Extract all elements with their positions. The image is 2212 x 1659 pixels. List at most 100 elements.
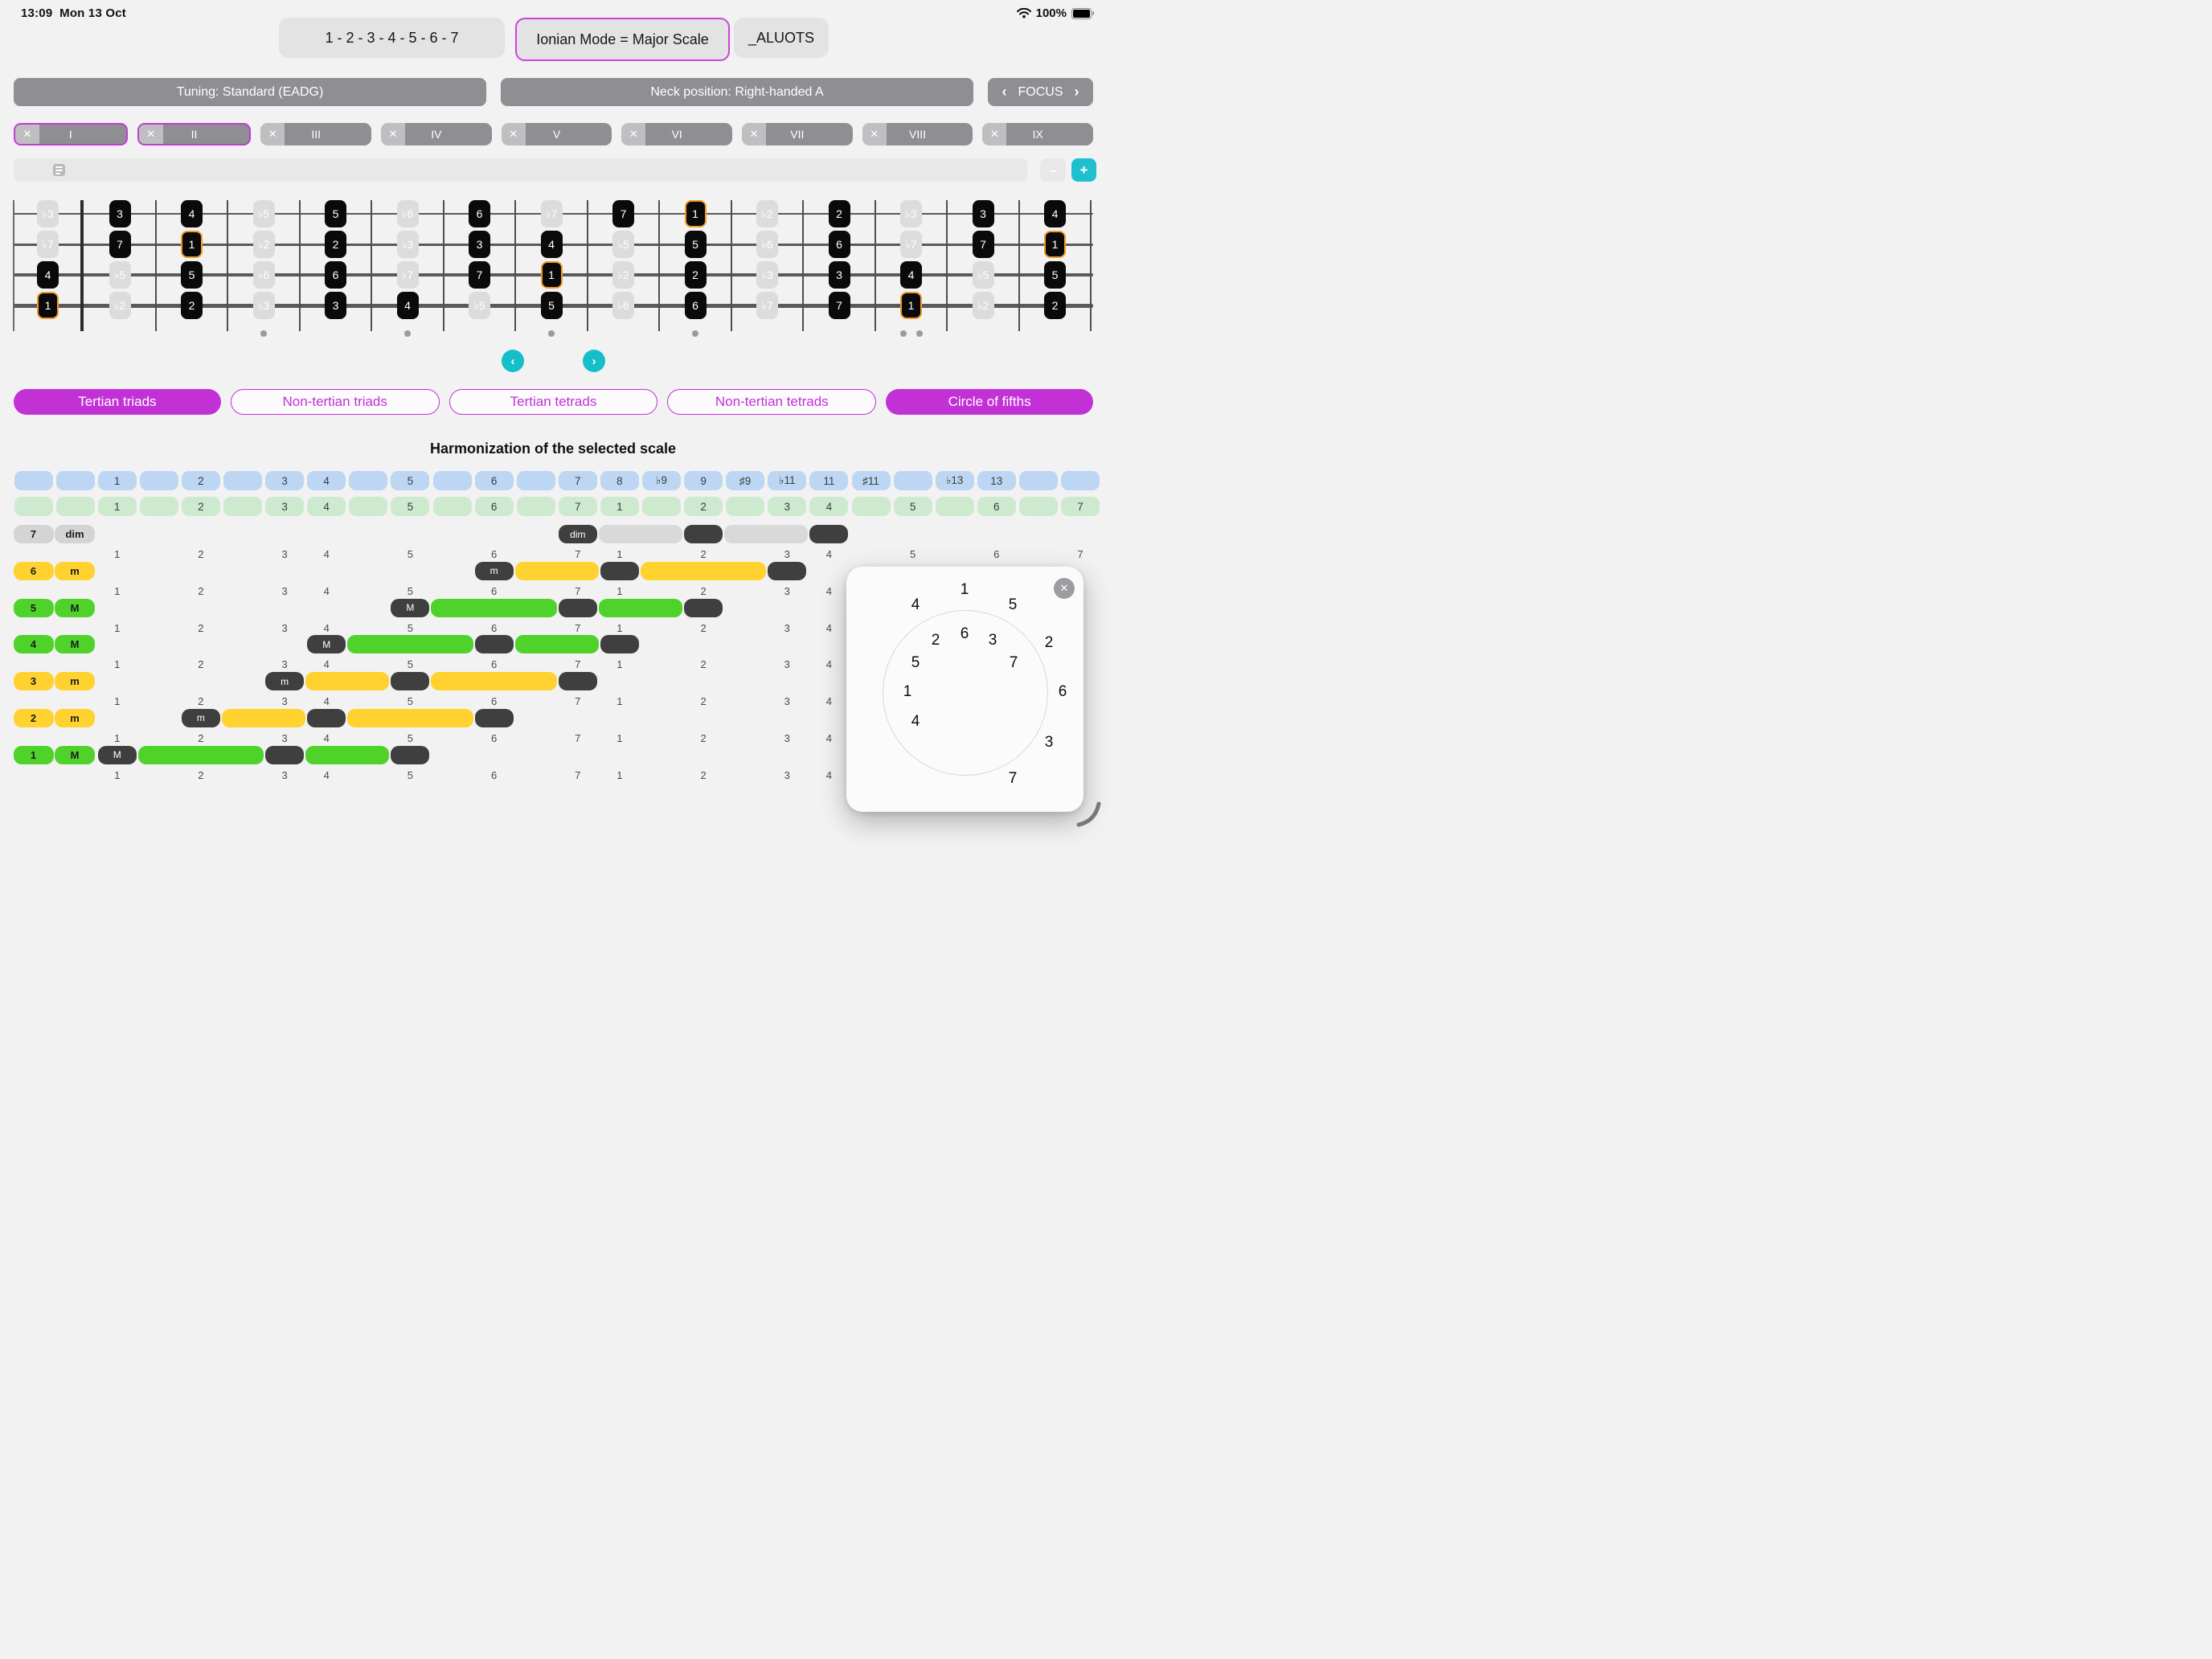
fretboard-next-button[interactable]: › [583,350,605,372]
chord-quality-pill[interactable]: dim [55,525,95,543]
scale-degrees-button[interactable]: 1 - 2 - 3 - 4 - 5 - 6 - 7 [279,18,505,58]
mode-select-button[interactable]: Ionian Mode = Major Scale [515,18,730,61]
mode-tab-non-tertian-tetrads[interactable]: Non-tertian tetrads [667,389,877,415]
chord-quality-pill[interactable]: M [55,635,95,654]
degree-marker-♭2[interactable]: ♭2 [972,292,994,319]
degree-marker-2[interactable]: 2 [1044,292,1066,319]
position-tab-III[interactable]: ✕ III [260,123,372,145]
close-icon[interactable]: ✕ [381,123,406,145]
degree-marker-3[interactable]: 3 [469,231,490,258]
degree-marker-4[interactable]: 4 [1044,200,1066,227]
chord-quality-pill[interactable]: m [55,672,95,690]
degree-marker-♭7[interactable]: ♭7 [756,292,778,319]
degree-marker-2[interactable]: 2 [828,200,850,227]
mode-tab-circle-of-fifths[interactable]: Circle of fifths [886,389,1093,415]
degree-marker-root[interactable]: 1 [37,292,59,319]
chord-quality-pill[interactable]: M [55,745,95,764]
degree-marker-root[interactable]: 1 [1044,231,1066,258]
close-icon[interactable]: ✕ [260,123,285,145]
position-tab-VI[interactable]: ✕ VI [621,123,733,145]
degree-marker-3[interactable]: 3 [109,200,131,227]
degree-marker-5[interactable]: 5 [684,231,707,258]
chord-degree-pill[interactable]: 6 [13,561,54,580]
degree-marker-♭7[interactable]: ♭7 [37,231,59,258]
degree-marker-♭5[interactable]: ♭5 [469,292,490,319]
close-icon[interactable]: ✕ [982,123,1007,145]
degree-marker-root[interactable]: 1 [684,200,707,227]
chord-degree-pill[interactable]: 1 [13,745,54,764]
popup-close-button[interactable]: ✕ [1054,578,1075,599]
degree-marker-7[interactable]: 7 [612,200,634,227]
degree-marker-6[interactable]: 6 [325,261,346,289]
close-icon[interactable]: ✕ [138,125,163,144]
degree-marker-♭2[interactable]: ♭2 [756,200,778,227]
degree-marker-6[interactable]: 6 [684,292,707,319]
position-tab-IV[interactable]: ✕ IV [381,123,492,145]
degree-marker-3[interactable]: 3 [972,200,994,227]
degree-marker-4[interactable]: 4 [540,231,563,258]
degree-marker-5[interactable]: 5 [540,292,563,319]
degree-marker-♭6[interactable]: ♭6 [612,292,634,319]
tuning-bar[interactable]: Tuning: Standard (EADG) [14,78,486,106]
degree-marker-root[interactable]: 1 [540,261,563,289]
degree-marker-5[interactable]: 5 [1044,261,1066,289]
position-tab-IX[interactable]: ✕ IX [982,123,1094,145]
position-tab-VII[interactable]: ✕ VII [742,123,853,145]
degree-marker-2[interactable]: 2 [181,292,203,319]
degree-marker-♭6[interactable]: ♭6 [252,261,275,289]
degree-marker-2[interactable]: 2 [325,231,346,258]
degree-marker-6[interactable]: 6 [469,200,490,227]
degree-marker-4[interactable]: 4 [900,261,922,289]
degree-marker-♭3[interactable]: ♭3 [252,292,275,319]
degree-marker-5[interactable]: 5 [325,200,346,227]
degree-marker-5[interactable]: 5 [181,261,203,289]
degree-marker-♭5[interactable]: ♭5 [612,231,634,258]
degree-marker-♭6[interactable]: ♭6 [756,231,778,258]
degree-marker-♭5[interactable]: ♭5 [252,200,275,227]
close-icon[interactable]: ✕ [15,125,39,144]
degree-marker-♭3[interactable]: ♭3 [900,200,922,227]
focus-next-icon[interactable]: › [1074,84,1079,100]
position-tab-II[interactable]: ✕ II [137,123,252,145]
degree-marker-♭6[interactable]: ♭6 [396,200,419,227]
degree-marker-♭7[interactable]: ♭7 [540,200,563,227]
mode-tab-tertian-tetrads[interactable]: Tertian tetrads [449,389,658,415]
degree-marker-7[interactable]: 7 [109,231,131,258]
add-pattern-button[interactable]: + [1071,158,1096,182]
chord-degree-pill[interactable]: 2 [13,708,54,727]
close-icon[interactable]: ✕ [501,123,526,145]
chord-degree-pill[interactable]: 4 [13,635,54,654]
degree-marker-♭3[interactable]: ♭3 [756,261,778,289]
degree-marker-6[interactable]: 6 [828,231,850,258]
degree-marker-7[interactable]: 7 [972,231,994,258]
position-tab-I[interactable]: ✕ I [14,123,128,145]
degree-marker-♭3[interactable]: ♭3 [396,231,419,258]
chord-quality-pill[interactable]: M [55,598,95,617]
degree-marker-♭7[interactable]: ♭7 [900,231,922,258]
degree-marker-♭3[interactable]: ♭3 [37,200,59,227]
pattern-name-field[interactable] [14,158,1027,182]
focus-prev-icon[interactable]: ‹ [1002,84,1007,100]
neck-position-bar[interactable]: Neck position: Right-handed A [501,78,973,106]
degree-marker-4[interactable]: 4 [396,292,419,319]
mode-tab-tertian-triads[interactable]: Tertian triads [14,389,221,415]
degree-marker-4[interactable]: 4 [37,261,59,289]
degree-marker-3[interactable]: 3 [828,261,850,289]
degree-marker-7[interactable]: 7 [828,292,850,319]
close-icon[interactable]: ✕ [621,123,646,145]
chord-degree-pill[interactable]: 3 [13,672,54,690]
degree-marker-♭5[interactable]: ♭5 [972,261,994,289]
position-tab-VIII[interactable]: ✕ VIII [862,123,973,145]
degree-marker-♭2[interactable]: ♭2 [612,261,634,289]
degree-marker-♭2[interactable]: ♭2 [252,231,275,258]
chord-quality-pill[interactable]: m [55,561,95,580]
fretboard-prev-button[interactable]: ‹ [502,350,524,372]
mode-tab-non-tertian-triads[interactable]: Non-tertian triads [230,389,440,415]
position-tab-V[interactable]: ✕ V [501,123,612,145]
close-icon[interactable]: ✕ [742,123,767,145]
degree-marker-root[interactable]: 1 [181,231,203,258]
degree-marker-7[interactable]: 7 [469,261,490,289]
close-icon[interactable]: ✕ [862,123,887,145]
focus-control[interactable]: ‹ FOCUS › [988,78,1093,106]
chord-degree-pill[interactable]: 7 [13,525,54,543]
